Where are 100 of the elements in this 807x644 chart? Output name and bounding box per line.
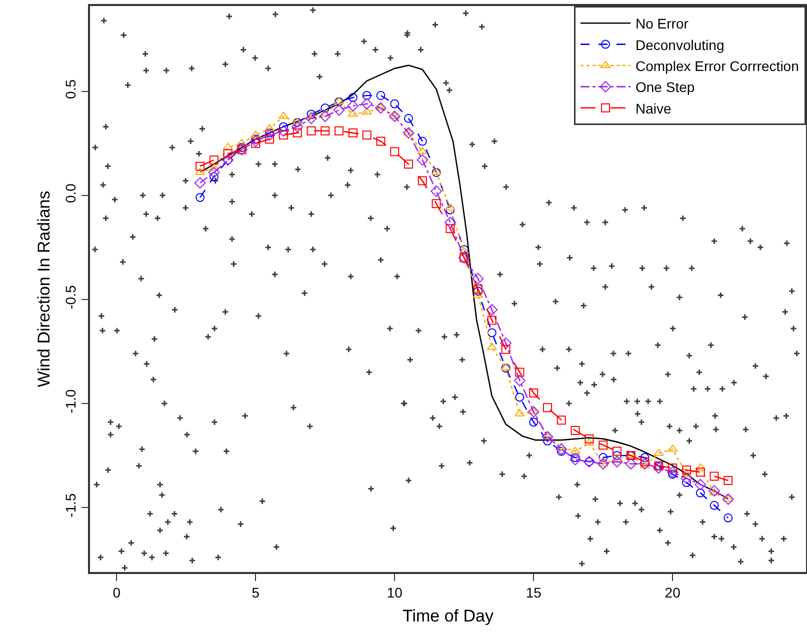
- point: [598, 440, 608, 450]
- point: [487, 328, 496, 338]
- point: [639, 458, 650, 470]
- point: [584, 438, 594, 446]
- point: [209, 172, 218, 182]
- point: [348, 93, 358, 102]
- point: [542, 431, 554, 442]
- point: [404, 160, 414, 169]
- point: [319, 110, 331, 122]
- point: [515, 368, 524, 377]
- point: [668, 463, 678, 472]
- point: [570, 446, 580, 454]
- point: [696, 468, 705, 477]
- point: [430, 186, 442, 197]
- point: [598, 453, 608, 462]
- y-tick-label: 0.0: [62, 183, 79, 203]
- point: [388, 110, 400, 122]
- point: [320, 103, 330, 112]
- point: [680, 472, 692, 484]
- point: [376, 103, 386, 110]
- x-tick-label: 0: [112, 584, 121, 601]
- point: [528, 406, 540, 418]
- point: [237, 143, 246, 152]
- point: [640, 457, 650, 466]
- point: [223, 149, 232, 158]
- point: [459, 247, 470, 254]
- point: [668, 470, 678, 479]
- point: [278, 125, 290, 137]
- point: [265, 128, 274, 138]
- point: [612, 450, 622, 460]
- point: [501, 344, 510, 354]
- point: [251, 134, 260, 144]
- point: [597, 458, 609, 470]
- point: [487, 316, 496, 325]
- point: [625, 458, 637, 470]
- point: [362, 130, 372, 140]
- point: [444, 216, 456, 228]
- point: [543, 436, 552, 446]
- point: [682, 478, 691, 488]
- point: [666, 466, 678, 478]
- point: [390, 112, 400, 119]
- point: [196, 162, 205, 171]
- point: [418, 136, 427, 146]
- point: [556, 446, 566, 456]
- point: [333, 104, 345, 116]
- point: [250, 136, 262, 147]
- point: [710, 472, 719, 481]
- point: [696, 488, 705, 498]
- point: [250, 130, 261, 138]
- point: [334, 126, 344, 136]
- point: [306, 126, 316, 136]
- point: [208, 166, 220, 178]
- point: [612, 446, 622, 456]
- point: [724, 513, 733, 522]
- point: [710, 500, 719, 510]
- legend-label: No Error: [636, 16, 689, 32]
- point: [194, 177, 206, 189]
- point: [584, 434, 594, 444]
- point: [640, 453, 650, 462]
- x-axis-title: Time of Day: [402, 606, 494, 626]
- point: [556, 416, 566, 425]
- point: [709, 488, 720, 496]
- point: [432, 199, 441, 208]
- point: [570, 454, 581, 466]
- point: [514, 374, 526, 386]
- legend-label: Complex Error Corrrection: [636, 58, 799, 74]
- point: [654, 448, 664, 456]
- point: [390, 99, 400, 108]
- point: [695, 463, 706, 470]
- legend-label: One Step: [636, 79, 695, 96]
- point: [320, 126, 330, 136]
- point: [292, 120, 304, 132]
- point: [514, 409, 525, 416]
- y-tick-label: 0.5: [62, 79, 79, 99]
- point: [446, 224, 455, 234]
- point: [416, 154, 428, 166]
- point: [570, 453, 580, 462]
- point: [500, 337, 512, 349]
- point: [376, 136, 386, 146]
- point: [570, 426, 580, 435]
- point: [362, 90, 372, 100]
- x-tick-label: 10: [386, 584, 403, 601]
- point: [515, 392, 524, 402]
- point: [722, 493, 734, 505]
- point: [390, 147, 400, 156]
- y-tick-label: -1.0: [62, 389, 79, 414]
- point: [472, 272, 484, 284]
- legend-label: Deconvoluting: [636, 36, 724, 53]
- point: [264, 129, 276, 141]
- point: [708, 485, 720, 497]
- point: [348, 128, 358, 138]
- point: [404, 114, 414, 123]
- point: [724, 476, 733, 485]
- y-tick-label: -1.5: [62, 493, 79, 518]
- point: [543, 403, 552, 412]
- legend-label: Naive: [636, 100, 672, 116]
- y-axis-title: Wind Direction In Radians: [34, 190, 54, 388]
- point: [652, 462, 664, 474]
- point: [209, 155, 218, 164]
- point: [292, 128, 302, 138]
